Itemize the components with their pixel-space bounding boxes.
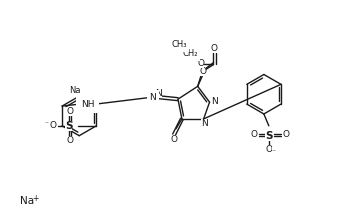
Text: O: O — [211, 44, 218, 53]
Text: Na: Na — [20, 196, 34, 206]
Text: O: O — [66, 136, 73, 145]
Text: CH₃: CH₃ — [171, 40, 187, 49]
Text: O: O — [171, 135, 178, 144]
Text: N: N — [201, 119, 208, 128]
Text: +: + — [32, 194, 38, 203]
Text: S: S — [65, 121, 72, 131]
Text: O: O — [265, 145, 272, 154]
Text: S: S — [265, 131, 273, 141]
Text: N: N — [155, 89, 162, 98]
Text: CH₂: CH₂ — [182, 49, 198, 58]
Text: N: N — [211, 97, 218, 106]
Text: N: N — [77, 99, 84, 108]
Text: ⁻: ⁻ — [272, 147, 276, 156]
Text: N: N — [149, 93, 156, 102]
Text: O: O — [282, 130, 289, 139]
Text: Na: Na — [69, 86, 81, 95]
Text: O: O — [66, 107, 73, 116]
Text: O: O — [49, 121, 56, 130]
Text: O: O — [199, 67, 206, 76]
Text: O: O — [251, 130, 258, 139]
Text: ⁻: ⁻ — [45, 119, 49, 128]
Text: H: H — [81, 99, 87, 108]
Text: O: O — [197, 59, 204, 68]
Text: NH: NH — [81, 100, 94, 109]
